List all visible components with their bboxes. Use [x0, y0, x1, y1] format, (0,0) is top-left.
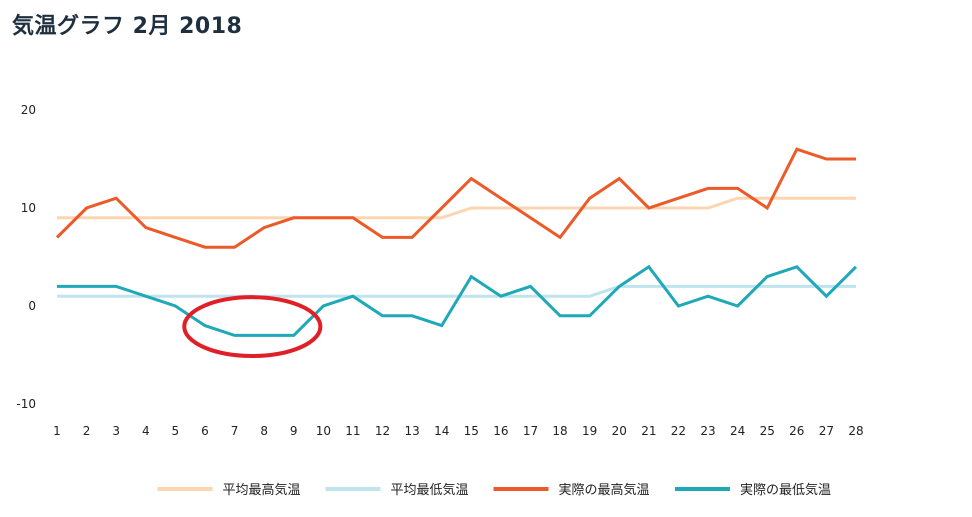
y-tick-label: 10 — [21, 201, 36, 215]
x-tick-label: 10 — [316, 424, 331, 438]
x-tick-label: 12 — [375, 424, 390, 438]
y-axis-ticks: 20 10 0 -10 — [16, 103, 36, 411]
highlight-ellipse — [182, 295, 323, 358]
x-tick-label: 15 — [464, 424, 479, 438]
x-tick-label: 9 — [290, 424, 298, 438]
x-tick-label: 26 — [789, 424, 804, 438]
x-tick-label: 21 — [641, 424, 656, 438]
y-tick-label: 0 — [28, 299, 36, 313]
x-tick-label: 17 — [523, 424, 538, 438]
series-line-1 — [57, 196, 856, 220]
x-tick-label: 11 — [345, 424, 360, 438]
legend-label: 平均最高気温 — [223, 482, 301, 498]
x-tick-label: 6 — [201, 424, 209, 438]
x-tick-label: 18 — [552, 424, 567, 438]
x-tick-label: 1 — [53, 424, 61, 438]
legend-label: 実際の最低気温 — [740, 482, 831, 498]
x-tick-label: 4 — [142, 424, 150, 438]
series-line-2 — [57, 284, 856, 298]
chart-title: 気温グラフ 2月 2018 — [12, 14, 243, 39]
x-tick-label: 13 — [404, 424, 419, 438]
x-tick-label: 28 — [848, 424, 863, 438]
y-tick-label: -10 — [16, 397, 36, 411]
x-tick-label: 25 — [760, 424, 775, 438]
annotations — [182, 295, 323, 358]
series-line-3 — [55, 147, 856, 249]
x-axis-ticks: 1 2 3 4 5 6 7 8 9 10 11 12 13 14 15 16 17 18 19 20 21 22 23 24 2… — [53, 424, 863, 438]
x-tick-label: 20 — [612, 424, 627, 438]
x-tick-label: 23 — [700, 424, 715, 438]
x-tick-label: 24 — [730, 424, 745, 438]
series-lines — [55, 147, 858, 337]
legend-label: 実際の最高気温 — [559, 482, 650, 498]
x-tick-label: 16 — [493, 424, 508, 438]
x-tick-label: 14 — [434, 424, 449, 438]
series-line-4 — [57, 264, 858, 337]
x-tick-label: 2 — [83, 424, 91, 438]
legend-label: 平均最低気温 — [391, 482, 469, 498]
x-tick-label: 5 — [172, 424, 180, 438]
x-tick-label: 7 — [231, 424, 239, 438]
x-tick-label: 3 — [112, 424, 120, 438]
y-tick-label: 20 — [21, 103, 36, 117]
legend: 平均最高気温 平均最低気温 実際の最高気温 実際の最低気温 — [157, 482, 831, 498]
x-tick-label: 22 — [671, 424, 686, 438]
x-tick-label: 19 — [582, 424, 597, 438]
x-tick-label: 27 — [819, 424, 834, 438]
x-tick-label: 8 — [260, 424, 268, 438]
